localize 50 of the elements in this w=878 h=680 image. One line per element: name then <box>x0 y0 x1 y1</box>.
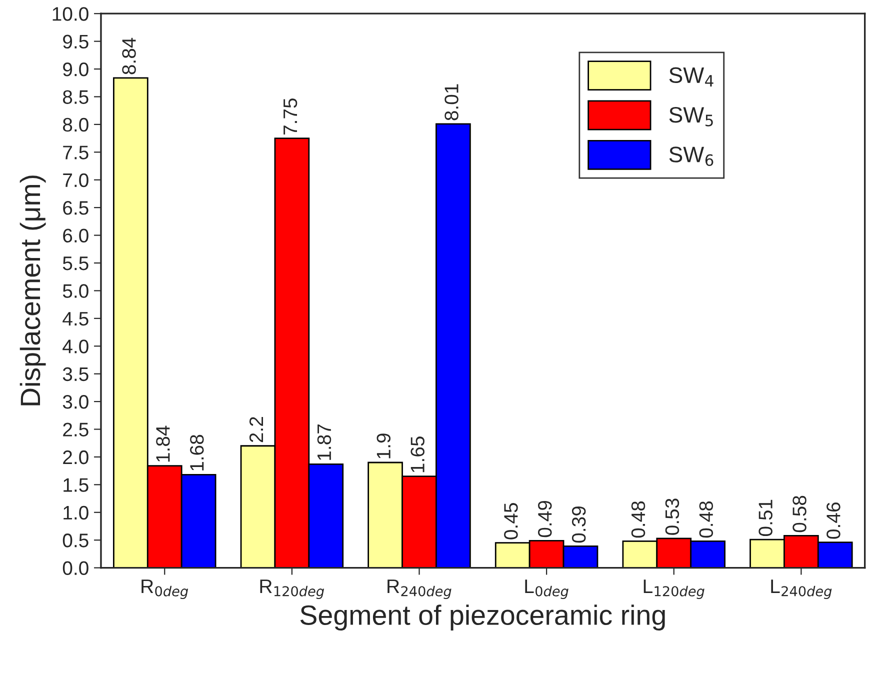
y-tick-label: 7.5 <box>63 146 88 160</box>
data-label: 8.84 <box>122 38 136 74</box>
y-tick-label: 3.0 <box>62 395 88 409</box>
y-tick-label: 5.5 <box>62 256 88 270</box>
x-tick-label: R$_{240deg}$ <box>388 580 452 600</box>
x-tick-label: L$_{240deg}$ <box>771 580 832 600</box>
data-label: 0.48 <box>631 501 646 538</box>
y-tick-label: 0.0 <box>62 561 88 576</box>
data-label: 1.68 <box>190 434 204 470</box>
y-tick-label: 8.5 <box>62 90 88 104</box>
x-tick-label: L$_{120deg}$ <box>644 580 704 600</box>
data-label: 0.46 <box>826 502 840 539</box>
data-label: 0.49 <box>538 500 552 538</box>
y-axis-title: Displacement (μm) <box>20 176 46 406</box>
data-label: 7.75 <box>284 98 298 135</box>
data-label: 0.53 <box>665 498 680 535</box>
x-tick-label: R$_{120deg}$ <box>260 580 324 600</box>
y-tick-label: 9.5 <box>63 34 88 49</box>
y-tick-label: 9.0 <box>63 62 88 76</box>
data-label: 0.39 <box>572 506 586 543</box>
data-label: 8.01 <box>444 84 458 120</box>
data-label: 1.84 <box>156 426 170 462</box>
y-tick-label: 1.5 <box>64 478 88 492</box>
data-label: 1.87 <box>317 424 332 460</box>
y-tick-label: 3.5 <box>62 367 88 382</box>
data-label: 0.51 <box>758 500 772 536</box>
y-tick-label: 4.0 <box>62 340 88 354</box>
data-label: 2.2 <box>249 417 264 442</box>
x-tick-label: R$_{0deg}$ <box>142 580 188 600</box>
legend-label: SW$_{5}$ <box>669 106 713 126</box>
y-tick-label: 0.5 <box>62 534 88 548</box>
legend-label: SW$_{4}$ <box>669 67 714 86</box>
data-label: 0.58 <box>792 496 806 532</box>
y-tick-label: 2.0 <box>63 450 88 464</box>
data-label: 1.9 <box>376 434 391 458</box>
data-label: 1.65 <box>410 436 424 472</box>
y-tick-label: 1.0 <box>64 506 88 520</box>
legend-label: SW$_{6}$ <box>669 146 714 166</box>
y-tick-label: 10.0 <box>52 7 88 21</box>
y-tick-label: 8.0 <box>62 118 88 132</box>
x-axis-title: Segment of piezoceramic ring <box>300 604 665 630</box>
data-label: 0.45 <box>504 503 518 540</box>
y-tick-label: 6.5 <box>63 201 88 215</box>
y-tick-label: 7.0 <box>63 173 88 188</box>
x-tick-label: L$_{0deg}$ <box>525 580 568 600</box>
y-tick-label: 4.5 <box>62 312 88 326</box>
data-label: 0.48 <box>699 501 714 538</box>
y-tick-label: 5.0 <box>62 284 88 298</box>
y-tick-label: 2.5 <box>63 422 88 436</box>
y-tick-label: 6.0 <box>63 228 88 243</box>
